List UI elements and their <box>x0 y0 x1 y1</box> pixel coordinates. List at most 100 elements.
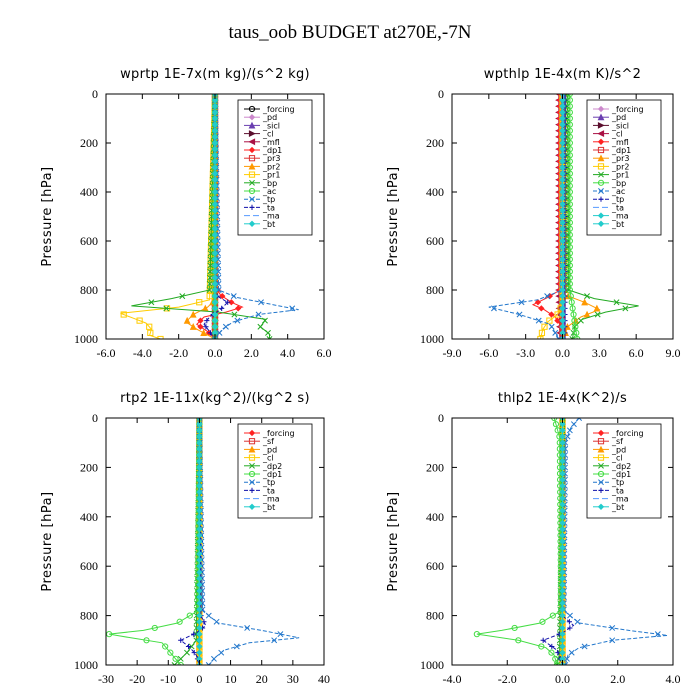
data-point <box>559 323 566 330</box>
y-tick-label: 200 <box>426 460 444 474</box>
x-tick-label: 0.0 <box>208 346 223 360</box>
legend-entry: _pd <box>611 113 626 122</box>
data-point <box>609 624 616 631</box>
legend-entry: _dp1 <box>262 470 282 479</box>
legend-marker <box>597 470 605 478</box>
data-point <box>552 329 559 336</box>
data-point <box>539 618 546 625</box>
data-point <box>228 299 235 306</box>
legend-marker <box>249 479 255 486</box>
x-tick-label: 6.0 <box>629 346 644 360</box>
y-tick-label: 0 <box>438 411 444 425</box>
data-point <box>196 544 203 551</box>
legend-marker <box>248 220 256 227</box>
data-point <box>593 304 601 312</box>
data-point <box>559 250 566 257</box>
data-point <box>559 262 566 269</box>
data-point <box>233 643 240 650</box>
data-point <box>196 458 203 465</box>
data-point <box>231 311 238 318</box>
data-point <box>567 612 573 619</box>
data-point <box>191 650 197 656</box>
data-point <box>197 323 204 330</box>
x-tick-label: 3.0 <box>592 346 607 360</box>
legend-marker <box>597 429 605 437</box>
series-line <box>179 418 207 665</box>
data-point <box>559 237 566 245</box>
legend-entry: _dp2 <box>262 462 282 471</box>
legend-entry: _dp2 <box>611 462 631 471</box>
legend-entry: _ma <box>262 212 280 221</box>
legend-entry: _forcing <box>611 105 644 114</box>
data-point <box>211 133 219 141</box>
legend-entry: _sicl <box>611 121 629 130</box>
data-point <box>196 464 203 471</box>
data-point <box>559 532 566 539</box>
data-point <box>258 299 264 306</box>
legend-marker <box>598 171 604 178</box>
data-point <box>196 606 203 613</box>
y-tick-label: 400 <box>80 185 98 199</box>
data-point <box>559 618 566 625</box>
data-point <box>211 237 219 245</box>
data-point <box>559 158 566 165</box>
y-tick-label: 800 <box>426 283 444 297</box>
data-point <box>196 513 203 520</box>
data-point <box>559 575 566 582</box>
data-point <box>516 311 523 318</box>
data-point <box>559 103 566 110</box>
data-point <box>559 612 566 619</box>
legend-marker <box>598 462 604 469</box>
data-point <box>559 600 566 607</box>
data-point <box>177 655 184 662</box>
data-point <box>559 476 566 483</box>
data-point <box>211 231 219 239</box>
data-point <box>571 317 578 324</box>
data-point <box>559 569 566 576</box>
data-point <box>215 274 222 281</box>
data-point <box>176 618 183 625</box>
data-point <box>559 637 566 644</box>
data-point <box>230 293 237 300</box>
legend-entry: _pr3 <box>262 154 280 163</box>
data-point <box>559 188 566 196</box>
data-point <box>215 280 222 287</box>
data-point <box>211 127 219 134</box>
legend-marker <box>597 445 605 453</box>
data-point <box>196 439 203 446</box>
data-point <box>559 256 566 263</box>
data-point <box>244 624 251 631</box>
data-point <box>207 256 214 263</box>
data-point <box>559 280 566 288</box>
data-point <box>211 188 219 196</box>
data-point <box>559 292 566 300</box>
data-point <box>219 305 225 311</box>
data-point <box>564 655 570 662</box>
data-point <box>204 318 210 324</box>
legend-entry: _ac <box>611 187 625 196</box>
data-point <box>211 96 219 104</box>
panel-title: wpthlp 1E-4x(m K)/s^2 <box>484 67 641 82</box>
legend-marker <box>597 163 605 170</box>
data-point <box>559 311 566 318</box>
data-point <box>211 145 219 153</box>
data-point <box>570 421 577 428</box>
data-point <box>196 593 203 601</box>
legend-marker <box>598 487 604 493</box>
x-tick-label: -6.0 <box>97 346 116 360</box>
legend-entry: _ta <box>611 486 624 495</box>
data-point <box>211 164 219 171</box>
data-point <box>196 575 203 582</box>
plot-area <box>488 94 639 339</box>
legend-entry: _cl <box>262 454 274 463</box>
legend-marker <box>249 204 255 210</box>
legend-marker <box>248 503 256 510</box>
data-point <box>559 96 566 104</box>
data-point <box>178 637 184 643</box>
data-point <box>559 470 566 477</box>
y-tick-label: 1000 <box>420 658 444 672</box>
data-point <box>567 625 573 631</box>
data-point <box>559 299 566 306</box>
legend-marker <box>248 171 256 178</box>
data-point <box>548 649 555 656</box>
